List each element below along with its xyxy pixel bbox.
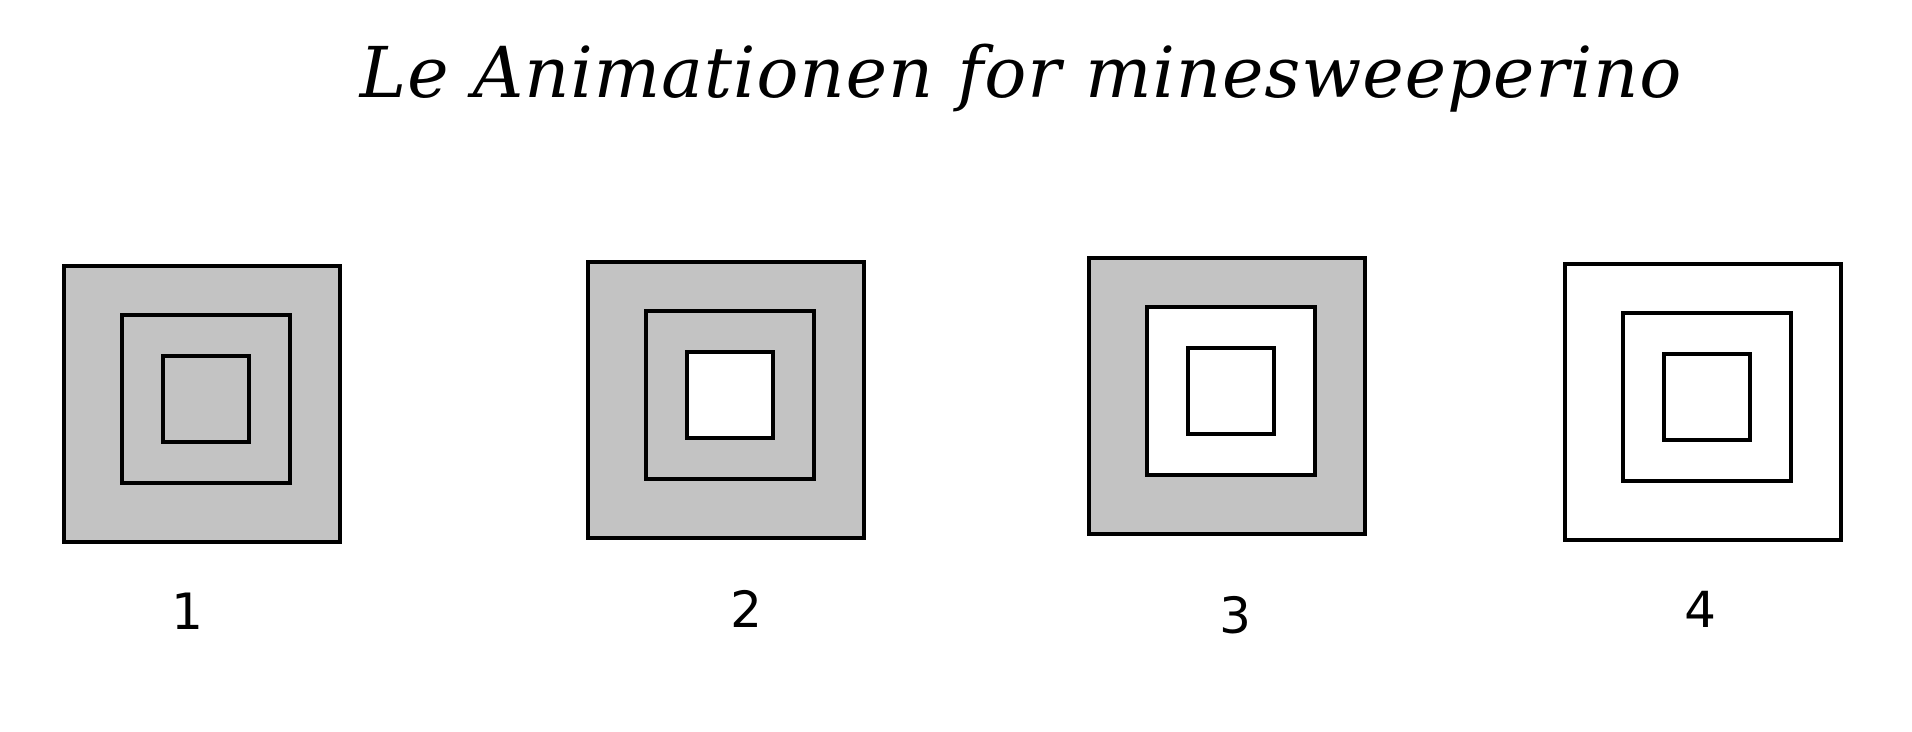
frame-4-label: 4 — [1684, 581, 1716, 639]
frame-1-outer-square — [62, 264, 342, 544]
frame-1-middle-square — [120, 313, 292, 485]
frame-2-inner-square — [685, 350, 775, 440]
frame-4-inner-square — [1662, 352, 1752, 442]
frame-4-outer-square — [1563, 262, 1843, 542]
frame-3-inner-square — [1186, 346, 1276, 436]
frame-3-outer-square — [1087, 256, 1367, 536]
diagram-title: Le Animationen for minesweeperino — [359, 32, 1683, 114]
frame-2-outer-square — [586, 260, 866, 540]
frame-3-label: 3 — [1219, 587, 1251, 645]
frame-1-label: 1 — [171, 583, 203, 641]
frame-2-middle-square — [644, 309, 816, 481]
frame-4-middle-square — [1621, 311, 1793, 483]
frame-1-inner-square — [161, 354, 251, 444]
frame-3-middle-square — [1145, 305, 1317, 477]
frame-2-label: 2 — [730, 581, 762, 639]
